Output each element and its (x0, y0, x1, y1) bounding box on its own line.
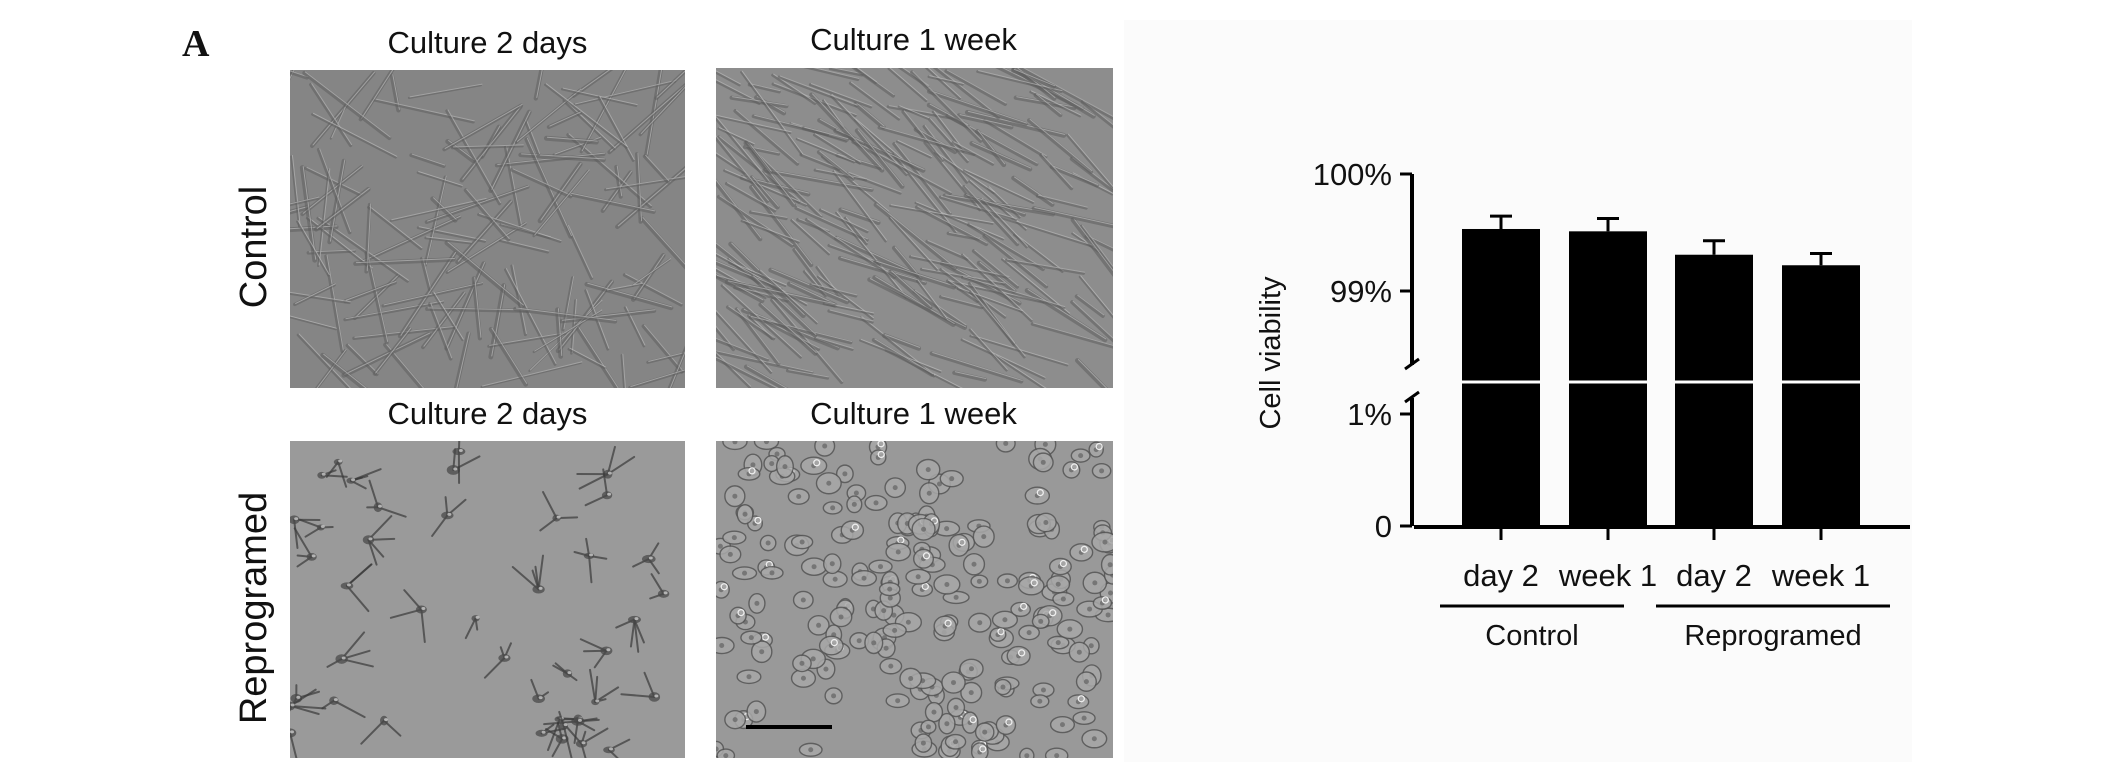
panel-a-letter: A (182, 23, 210, 65)
row-label-control: Control (233, 185, 275, 309)
y-tick-label: 100% (1313, 157, 1392, 192)
y-tick-label: 99% (1330, 274, 1392, 309)
group-label: Reprogramed (1684, 620, 1861, 652)
category-label: week 1 (1771, 558, 1870, 593)
micrograph-reprog-day2 (290, 441, 685, 758)
micrograph-control-week1 (716, 68, 1113, 388)
category-label: week 1 (1558, 558, 1657, 593)
bar (1462, 228, 1540, 527)
category-label: day 2 (1676, 558, 1752, 593)
y-tick-label: 1% (1347, 397, 1392, 432)
micrograph-reprog-week1 (716, 441, 1113, 758)
row-label-reprogramed: Reprogramed (233, 491, 275, 725)
category-label: day 2 (1463, 558, 1539, 593)
bar (1675, 254, 1753, 527)
viability-bar-chart: 100% 99% 1% 0 Cell viability day 2 week 1 day 2… (1255, 157, 1910, 652)
micrograph-control-day2 (290, 70, 685, 388)
axis-break-mark (1404, 357, 1420, 371)
axis-break-mark (1404, 390, 1420, 404)
col-title-reprog-week1: Culture 1 week (810, 396, 1017, 431)
bar (1782, 265, 1860, 526)
col-title-control-day2: Culture 2 days (387, 25, 588, 60)
y-tick-label: 0 (1375, 509, 1392, 544)
col-title-control-week1: Culture 1 week (810, 22, 1017, 57)
group-label: Control (1485, 620, 1579, 652)
col-title-reprog-day2: Culture 2 days (387, 396, 588, 431)
y-axis-label: Cell viability (1255, 276, 1287, 430)
bar (1569, 231, 1647, 526)
